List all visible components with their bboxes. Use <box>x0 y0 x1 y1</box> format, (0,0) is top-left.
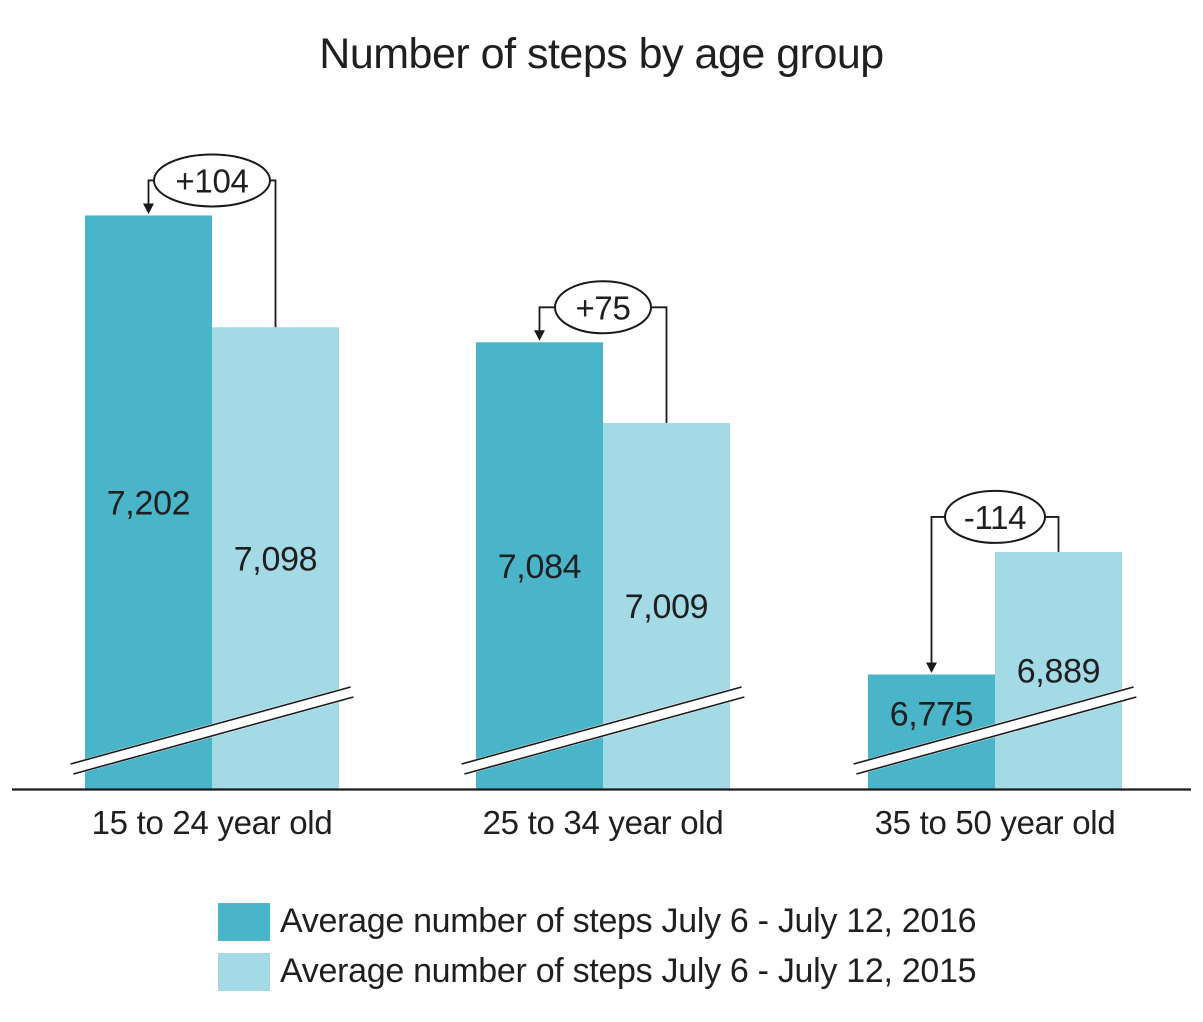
axis-break-edge-top-group3 <box>856 696 1137 775</box>
diff-arrow-group3 <box>926 662 937 673</box>
diff-connector-left-group3 <box>930 516 945 664</box>
diff-connector-left-group1 <box>147 179 154 205</box>
x-axis-label-group3: 35 to 50 year old <box>874 804 1116 841</box>
diff-bubble-group3 <box>944 489 1046 544</box>
axis-break-band-group1 <box>70 685 354 776</box>
axis-break-edge-bottom-group2 <box>461 686 742 765</box>
bar-2015-group3 <box>995 551 1122 790</box>
diff-value-group3: -114 <box>964 499 1026 536</box>
bar-value-2015-group1: 7,098 <box>234 540 318 578</box>
diff-arrow-group2 <box>534 330 545 341</box>
bar-value-2016-group1: 7,202 <box>107 484 191 522</box>
legend-label-2016: Average number of steps July 6 - July 12… <box>280 902 977 940</box>
bar-2016-group2 <box>476 342 603 790</box>
legend-swatch-2016 <box>218 902 270 941</box>
diff-connector-right-group3 <box>1045 516 1060 552</box>
legend-label-2015: Average number of steps July 6 - July 12… <box>280 952 977 990</box>
diff-bubble-group2 <box>554 280 652 335</box>
diff-connector-right-group1 <box>270 179 277 328</box>
axis-break-edge-top-group1 <box>73 696 354 775</box>
axis-break-edge-top-group2 <box>464 696 745 775</box>
axis-break-edge-bottom-group3 <box>853 686 1134 765</box>
legend-swatch-2015 <box>218 952 270 991</box>
legend-item-2016: Average number of steps July 6 - July 12… <box>218 902 977 941</box>
axis-break-band-group2 <box>461 685 745 776</box>
diff-connector-left-group2 <box>538 306 555 332</box>
axis-break-edge-bottom-group1 <box>70 686 351 765</box>
diff-value-group2: +75 <box>575 289 630 326</box>
diff-arrow-group1 <box>143 203 154 214</box>
bar-value-2016-group2: 7,084 <box>498 548 582 586</box>
diff-bubble-group1 <box>153 153 271 208</box>
x-axis-label-group1: 15 to 24 year old <box>91 804 333 841</box>
bar-value-2015-group3: 6,889 <box>1017 653 1101 691</box>
axis-break-band-group3 <box>853 685 1137 776</box>
bar-2016-group1 <box>85 215 212 790</box>
diff-value-group1: +104 <box>175 162 248 199</box>
chart-title: Number of steps by age group <box>319 30 884 78</box>
legend: Average number of steps July 6 - July 12… <box>218 902 977 1002</box>
bar-value-2015-group2: 7,009 <box>625 588 709 626</box>
x-axis-label-group2: 25 to 34 year old <box>482 804 724 841</box>
diff-connector-right-group2 <box>651 306 668 423</box>
bar-value-2016-group3: 6,775 <box>890 695 974 733</box>
legend-item-2015: Average number of steps July 6 - July 12… <box>218 952 977 991</box>
